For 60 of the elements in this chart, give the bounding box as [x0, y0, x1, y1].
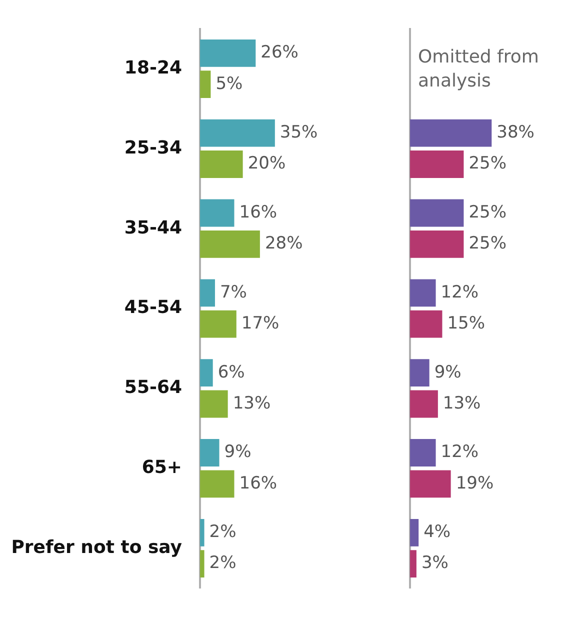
data-label: 25%	[468, 202, 507, 222]
data-label: 13%	[232, 393, 271, 414]
bar	[200, 279, 215, 307]
bar	[200, 310, 236, 338]
data-label: 38%	[496, 122, 534, 143]
bar	[410, 390, 438, 418]
bar	[410, 518, 419, 546]
y-tick-label: 45-54	[124, 297, 182, 318]
data-label: 13%	[442, 393, 481, 414]
data-label: 7%	[220, 282, 247, 302]
bar	[200, 230, 260, 258]
bar	[200, 439, 220, 466]
data-label: 9%	[434, 362, 462, 382]
bar	[200, 550, 204, 578]
bar	[200, 518, 204, 546]
bar	[200, 390, 228, 418]
bar	[410, 359, 430, 387]
data-label: 4%	[424, 522, 451, 542]
y-tick-label: 35-44	[124, 217, 182, 238]
bar	[410, 279, 436, 307]
y-tick-label: 25-34	[124, 137, 182, 158]
data-label: 35%	[280, 122, 318, 143]
y-tick-label: 65+	[142, 457, 182, 478]
data-label: 2%	[209, 522, 236, 542]
bar	[410, 439, 436, 466]
data-label: 2%	[209, 553, 236, 574]
data-label: 15%	[447, 314, 486, 334]
bar	[410, 470, 451, 498]
y-tick-label: 55-64	[124, 377, 182, 398]
data-label: 25%	[468, 234, 507, 254]
data-label: 12%	[440, 442, 479, 462]
bar	[200, 70, 211, 98]
y-tick-label: Prefer not to say	[11, 536, 182, 558]
bar	[200, 119, 275, 147]
bar	[410, 119, 492, 147]
data-label: 16%	[239, 202, 278, 222]
bar	[200, 470, 234, 498]
bar	[410, 230, 464, 258]
bar	[200, 150, 243, 178]
bar	[200, 199, 234, 227]
data-label: 9%	[224, 442, 252, 462]
bar	[200, 39, 256, 67]
data-label: 12%	[440, 282, 479, 302]
data-label: 25%	[468, 154, 507, 174]
annotation: Omitted from analysis	[418, 46, 539, 92]
data-label: 26%	[260, 42, 298, 63]
data-label: 28%	[264, 234, 303, 254]
data-label: 5%	[216, 74, 243, 94]
y-tick-label: 18-24	[124, 57, 182, 78]
bar	[410, 150, 464, 178]
bar	[200, 359, 213, 387]
data-label: 19%	[456, 473, 494, 494]
data-label: 16%	[239, 473, 278, 494]
data-label: 6%	[218, 362, 245, 382]
data-label: 3%	[421, 553, 448, 574]
bar	[410, 310, 442, 338]
data-label: 17%	[241, 314, 280, 334]
data-label: 20%	[248, 154, 286, 174]
bar	[410, 199, 464, 227]
bar	[410, 550, 416, 578]
